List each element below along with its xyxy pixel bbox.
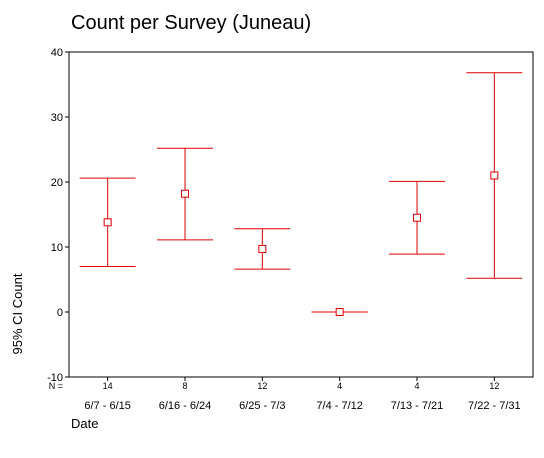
n-value-label: 4 <box>414 381 419 391</box>
mean-marker <box>335 308 344 316</box>
mean-marker <box>258 244 267 253</box>
y-tick-label: 40 <box>51 47 63 59</box>
mean-marker <box>181 189 189 198</box>
n-value-label: 12 <box>257 381 267 391</box>
y-axis-label: 95% CI Count <box>10 273 25 354</box>
mean-marker <box>490 171 499 180</box>
chart-title: Count per Survey (Juneau) <box>71 12 311 34</box>
x-axis-label: Date <box>71 416 98 431</box>
mean-marker <box>413 213 421 222</box>
y-tick-label: -10 <box>47 372 63 384</box>
n-value-label: 4 <box>337 381 342 391</box>
category-label: 7/13 - 7/21 <box>391 400 444 412</box>
n-value-label: 8 <box>182 381 187 391</box>
y-tick-label: 10 <box>51 242 63 254</box>
category-label: 6/7 - 6/15 <box>84 400 130 412</box>
category-label: 7/4 - 7/12 <box>316 400 362 412</box>
category-label: 7/22 - 7/31 <box>468 400 521 412</box>
plot-frame <box>68 51 534 378</box>
y-tick-label: 20 <box>51 177 63 189</box>
category-label: 6/16 - 6/24 <box>159 400 212 412</box>
n-value-label: 12 <box>489 381 499 391</box>
y-tick-label: 30 <box>51 112 63 124</box>
n-label: N = <box>49 381 63 391</box>
category-label: 6/25 - 7/3 <box>239 400 285 412</box>
n-value-label: 14 <box>103 381 113 391</box>
plot-area: -10 0 10 20 30 40 14 6/7 - 6/15 8 6/16 - 6/24 12 6/… <box>47 47 534 412</box>
mean-marker <box>103 218 112 227</box>
y-tick-label: 0 <box>57 307 63 319</box>
